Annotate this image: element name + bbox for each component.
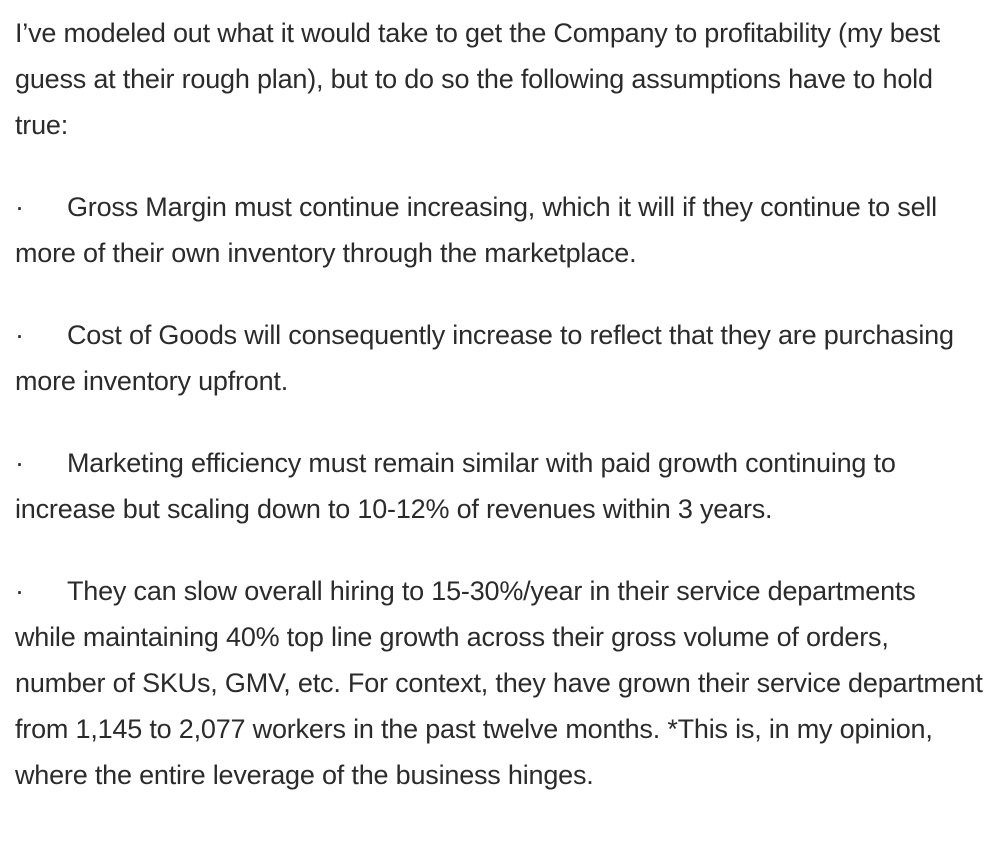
bullet-item-cost-of-goods: · Cost of Goods will consequently increas… xyxy=(15,312,983,404)
document-body: I’ve modeled out what it would take to g… xyxy=(15,10,983,798)
bullet-text: They can slow overall hiring to 15-30%/y… xyxy=(15,576,983,790)
bullet-item-marketing-efficiency: · Marketing efficiency must remain simila… xyxy=(15,440,983,532)
bullet-text: Cost of Goods will consequently increase… xyxy=(15,320,954,396)
bullet-text: Marketing efficiency must remain similar… xyxy=(15,448,896,524)
bullet-dot: · xyxy=(15,320,24,350)
bullet-item-gross-margin: · Gross Margin must continue increasing, … xyxy=(15,184,983,276)
bullet-dot: · xyxy=(15,448,24,478)
intro-paragraph: I’ve modeled out what it would take to g… xyxy=(15,18,940,140)
bullet-item-hiring: · They can slow overall hiring to 15-30%/… xyxy=(15,568,983,798)
bullet-dot: · xyxy=(15,576,24,606)
bullet-text: Gross Margin must continue increasing, w… xyxy=(15,192,937,268)
bullet-dot: · xyxy=(15,192,24,222)
